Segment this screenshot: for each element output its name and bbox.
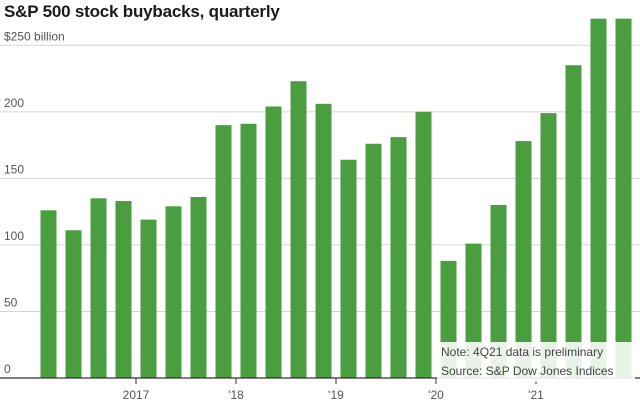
y-tick-label: 0 — [4, 362, 11, 376]
note-preliminary: Note: 4Q21 data is preliminary — [441, 345, 604, 359]
bar-4Q17 — [215, 125, 232, 378]
bar-1Q21 — [540, 113, 557, 378]
bar-4Q18 — [315, 103, 332, 378]
y-tick-label: 200 — [4, 96, 24, 110]
x-tick-label: '21 — [528, 388, 544, 402]
x-tick-label: '18 — [228, 388, 244, 402]
bar-3Q16 — [90, 198, 107, 378]
bar-2Q21 — [565, 65, 582, 379]
y-tick-label: 150 — [4, 162, 24, 176]
bar-4Q21 — [615, 18, 632, 379]
bar-2Q16 — [65, 230, 82, 378]
bar-4Q16 — [115, 200, 132, 378]
x-tick-label: '19 — [328, 388, 344, 402]
bar-1Q19 — [340, 159, 357, 378]
bar-3Q19 — [390, 137, 407, 378]
bar-2Q17 — [165, 206, 182, 378]
bar-2Q18 — [265, 106, 282, 379]
note-box: Note: 4Q21 data is preliminary Source: S… — [437, 342, 635, 382]
bar-4Q20 — [515, 141, 532, 378]
bar-1Q17 — [140, 219, 157, 378]
bar-3Q18 — [290, 81, 307, 378]
bar-3Q20 — [490, 204, 507, 378]
note-source: Source: S&P Dow Jones Indices — [441, 364, 614, 378]
y-tick-label: 50 — [4, 295, 18, 309]
bar-3Q17 — [190, 196, 207, 378]
bar-4Q19 — [415, 111, 432, 379]
x-tick-label: 2017 — [123, 388, 150, 402]
bar-3Q21 — [590, 18, 607, 379]
bar-1Q18 — [240, 123, 257, 379]
chart-title: S&P 500 stock buybacks, quarterly — [4, 2, 280, 21]
y-unit-label: $250 billion — [4, 29, 65, 43]
x-tick-label: '20 — [428, 388, 444, 402]
y-tick-label: 100 — [4, 229, 24, 243]
bar-2Q19 — [365, 143, 382, 378]
bar-1Q16 — [40, 210, 57, 378]
